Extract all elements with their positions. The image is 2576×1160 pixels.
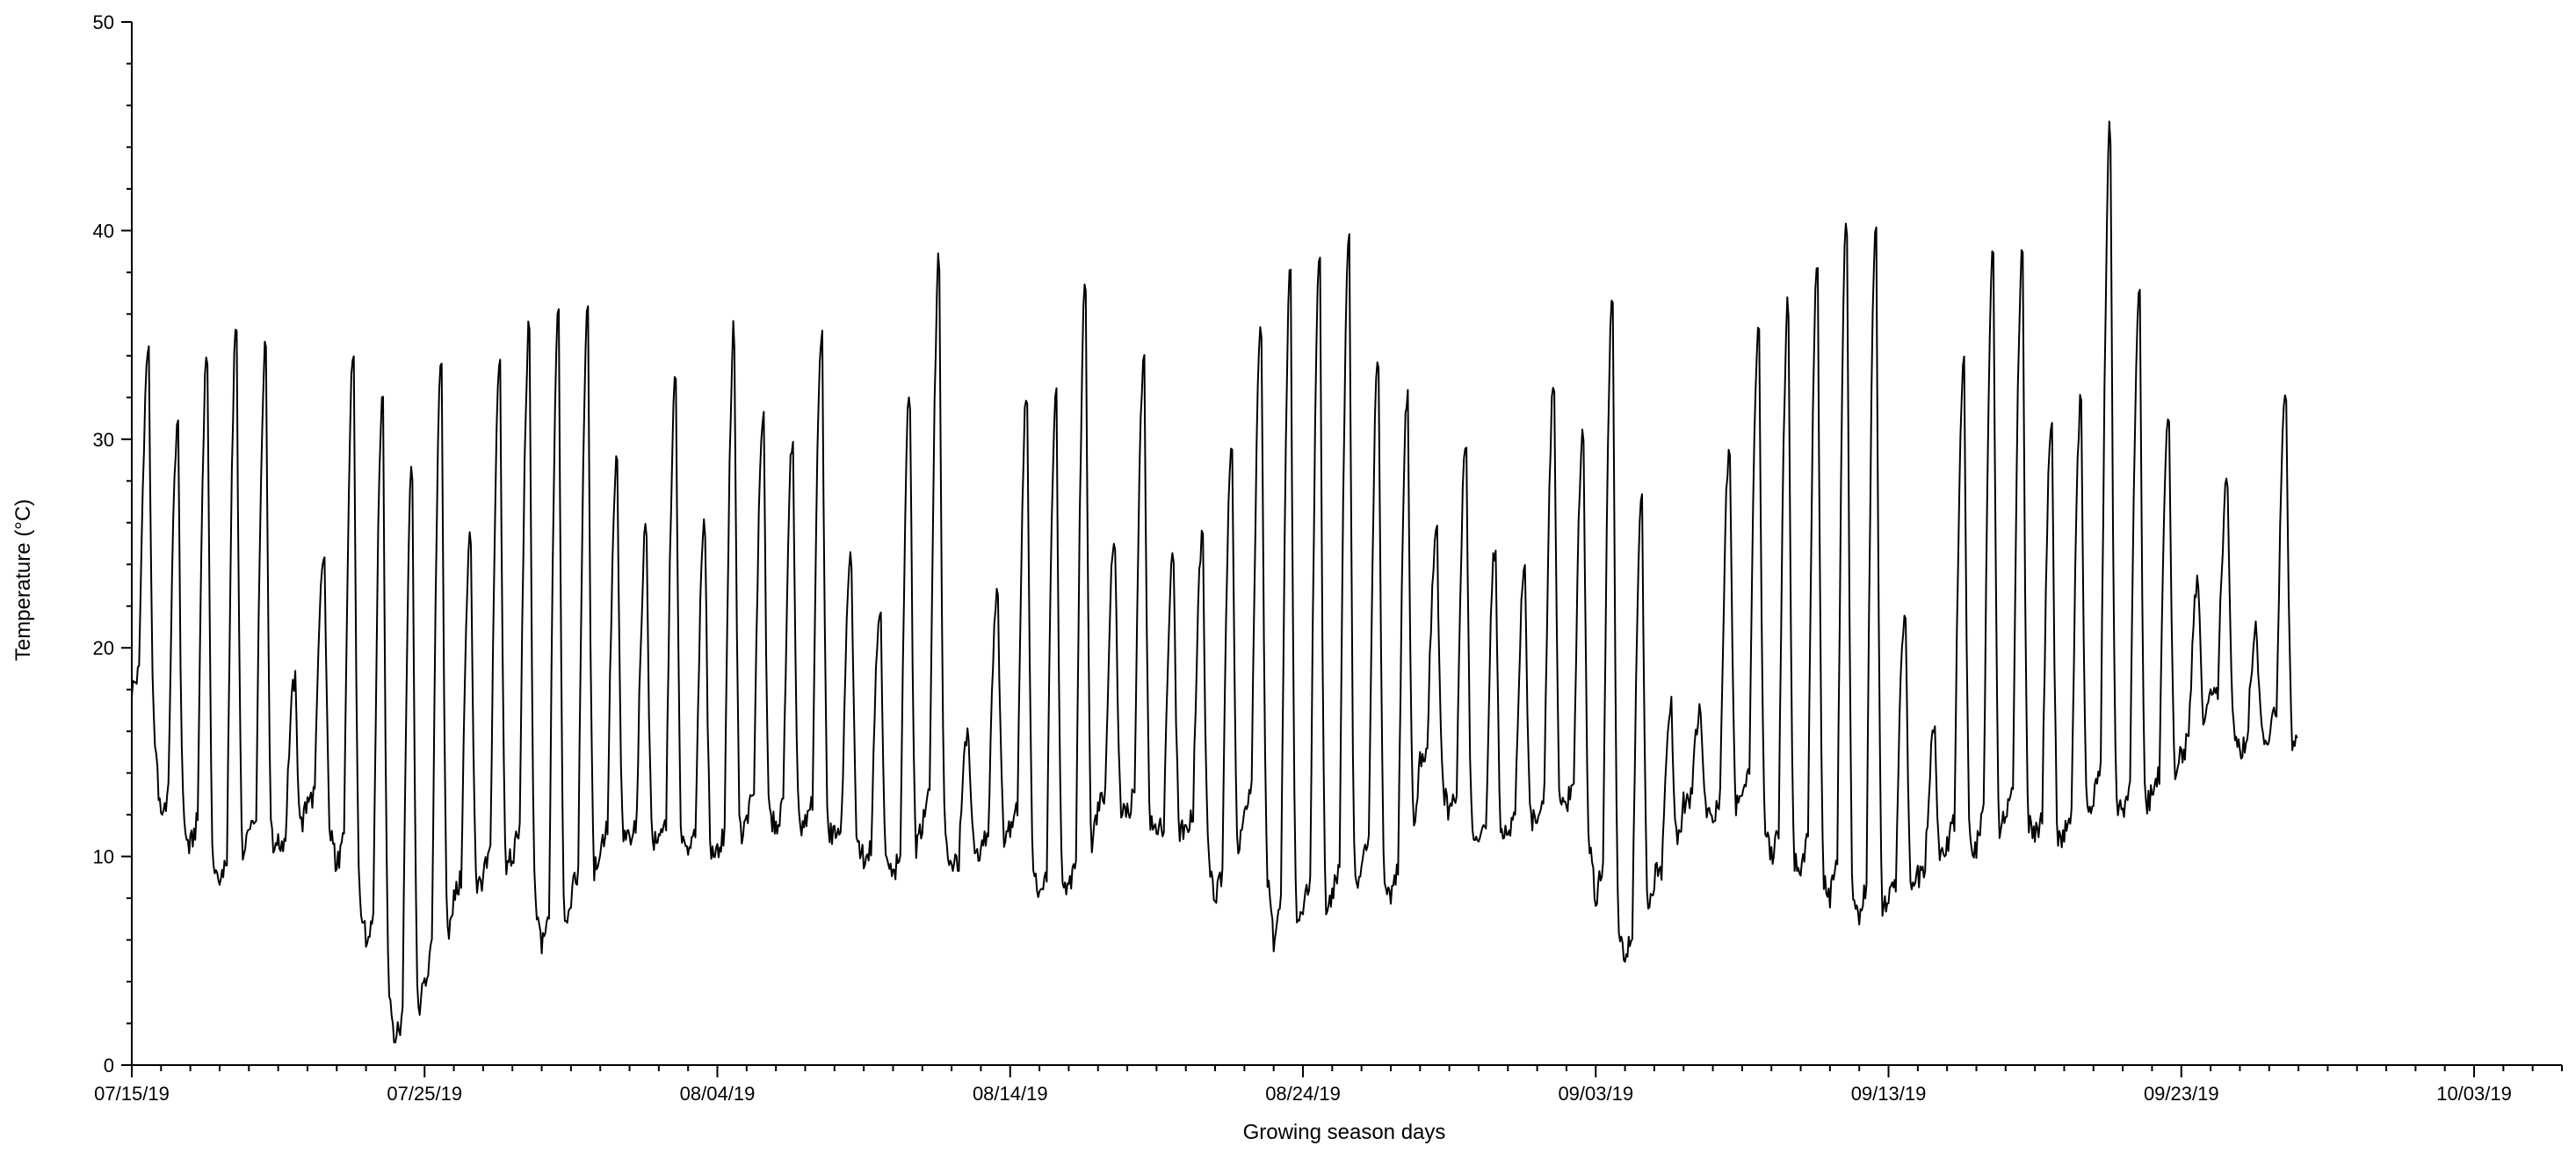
x-tick-label: 07/15/19 (94, 1083, 170, 1105)
x-axis-title: Growing season days (1243, 1120, 1446, 1144)
x-tick-label: 08/14/19 (973, 1083, 1048, 1105)
x-tick-label: 09/03/19 (1558, 1083, 1633, 1105)
y-tick-label: 10 (93, 846, 114, 868)
axes: 0 10 20 30 40 50 07/15/19 07/25/19 08/04/19 08/14… (93, 11, 2563, 1105)
x-tick-label: 08/04/19 (680, 1083, 756, 1105)
y-tick-label: 20 (93, 637, 114, 659)
y-tick-label: 40 (93, 220, 114, 242)
y-axis-title: Temperature (°C) (11, 499, 35, 661)
x-tick-label: 10/03/19 (2436, 1083, 2512, 1105)
x-tick-label: 08/24/19 (1265, 1083, 1341, 1105)
y-tick-label: 30 (93, 429, 114, 451)
y-tick-label: 50 (93, 11, 114, 33)
x-tick-label: 07/25/19 (387, 1083, 462, 1105)
plot-area (131, 120, 2298, 1044)
temperature-series-line (131, 120, 2298, 1044)
x-tick-label: 09/23/19 (2144, 1083, 2219, 1105)
y-tick-label: 0 (104, 1055, 114, 1077)
x-tick-label: 09/13/19 (1851, 1083, 1927, 1105)
